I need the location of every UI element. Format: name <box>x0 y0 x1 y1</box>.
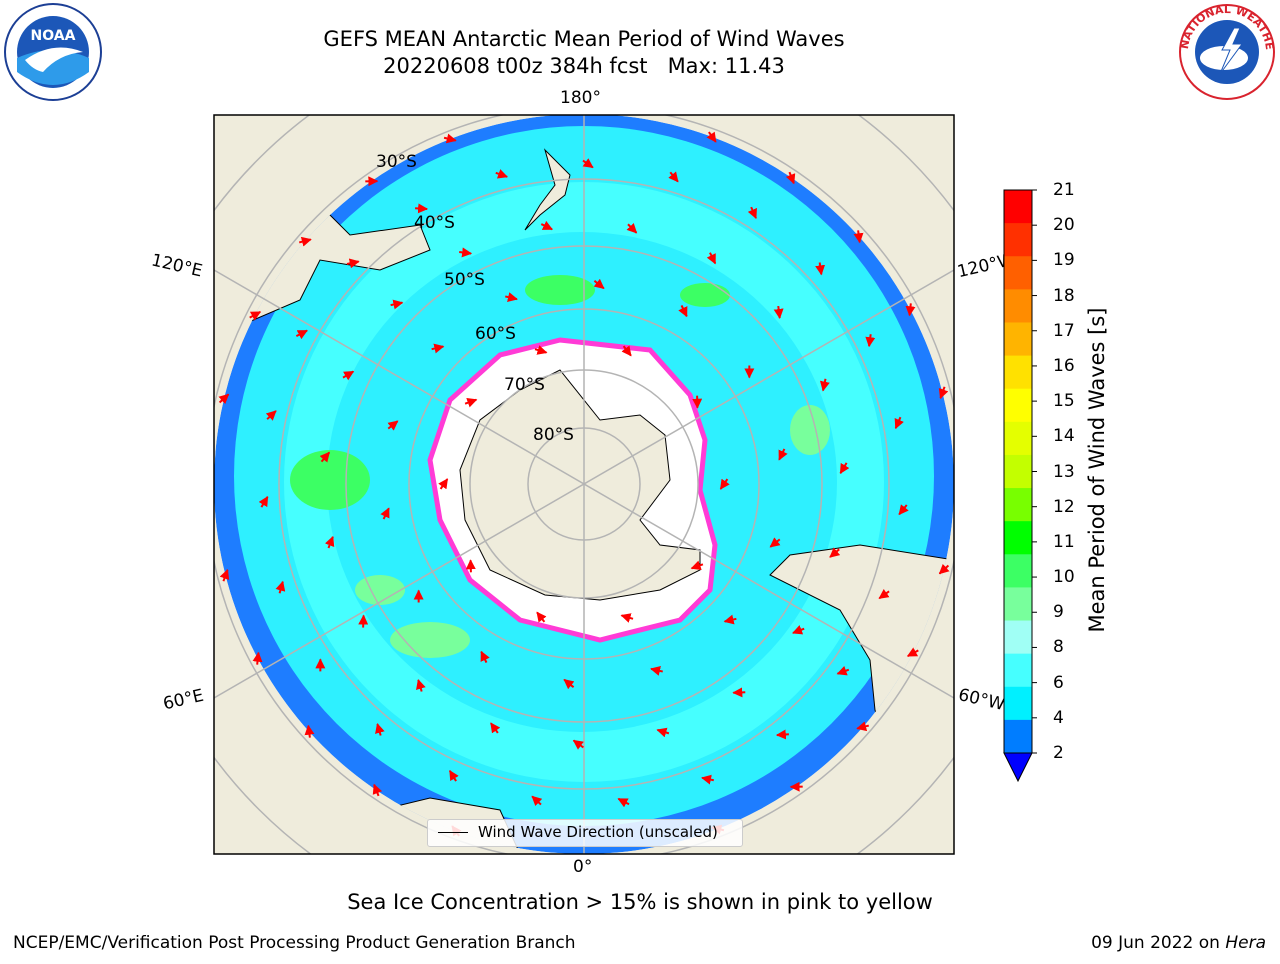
credit-text: NCEP/EMC/Verification Post Processing Pr… <box>13 933 576 953</box>
sea-ice-caption: Sea Ice Concentration > 15% is shown in … <box>0 890 1280 914</box>
colorbar-tick-label: 15 <box>1053 391 1075 411</box>
colorbar-extend-arrow <box>1004 753 1032 781</box>
date-text: 09 Jun 2022 on <box>1091 933 1220 953</box>
colorbar-tick-label: 18 <box>1053 286 1075 306</box>
colorbar-tick-label: 10 <box>1053 567 1075 587</box>
colorbar-segments <box>1004 190 1032 754</box>
colorbar-segment <box>1004 289 1032 323</box>
colorbar-segment <box>1004 488 1032 522</box>
colorbar-tick-label: 9 <box>1053 602 1064 622</box>
colorbar-title: Mean Period of Wind Waves [s] <box>1085 308 1109 633</box>
colorbar-segment <box>1004 256 1032 290</box>
colorbar-tick-label: 6 <box>1053 673 1064 693</box>
colorbar-tick-label: 19 <box>1053 250 1075 270</box>
colorbar-segment <box>1004 389 1032 423</box>
colorbar-tick-label: 4 <box>1053 708 1064 728</box>
date-stamp: 09 Jun 2022 on Hera <box>1091 933 1266 953</box>
colorbar-segment <box>1004 687 1032 721</box>
colorbar-segment <box>1004 587 1032 621</box>
colorbar-segment <box>1004 422 1032 456</box>
colorbar-segment <box>1004 223 1032 257</box>
colorbar-tick-label: 21 <box>1053 180 1075 200</box>
colorbar-tick-label: 17 <box>1053 321 1075 341</box>
colorbar-segment <box>1004 654 1032 688</box>
colorbar-segment <box>1004 356 1032 390</box>
colorbar-tick-label: 8 <box>1053 637 1064 657</box>
colorbar-segment <box>1004 554 1032 588</box>
colorbar-tick-label: 2 <box>1053 743 1064 763</box>
colorbar-segment <box>1004 322 1032 356</box>
colorbar-tick-label: 16 <box>1053 356 1075 376</box>
colorbar-tick-label: 12 <box>1053 497 1075 517</box>
colorbar-segment <box>1004 455 1032 489</box>
host-name: Hera <box>1225 933 1266 953</box>
colorbar-tick-label: 14 <box>1053 426 1075 446</box>
colorbar-segment <box>1004 720 1032 754</box>
colorbar-tick-label: 13 <box>1053 462 1075 482</box>
colorbar-tick-label: 20 <box>1053 215 1075 235</box>
colorbar-segment <box>1004 521 1032 555</box>
colorbar-tick-label: 11 <box>1053 532 1075 552</box>
colorbar-segment <box>1004 190 1032 224</box>
colorbar-segment <box>1004 621 1032 655</box>
